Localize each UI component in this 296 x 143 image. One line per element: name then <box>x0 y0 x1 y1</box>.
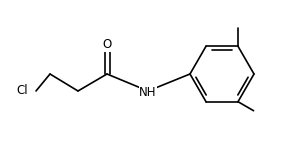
Text: NH: NH <box>139 86 157 99</box>
Text: O: O <box>102 38 112 51</box>
Text: Cl: Cl <box>16 85 28 98</box>
